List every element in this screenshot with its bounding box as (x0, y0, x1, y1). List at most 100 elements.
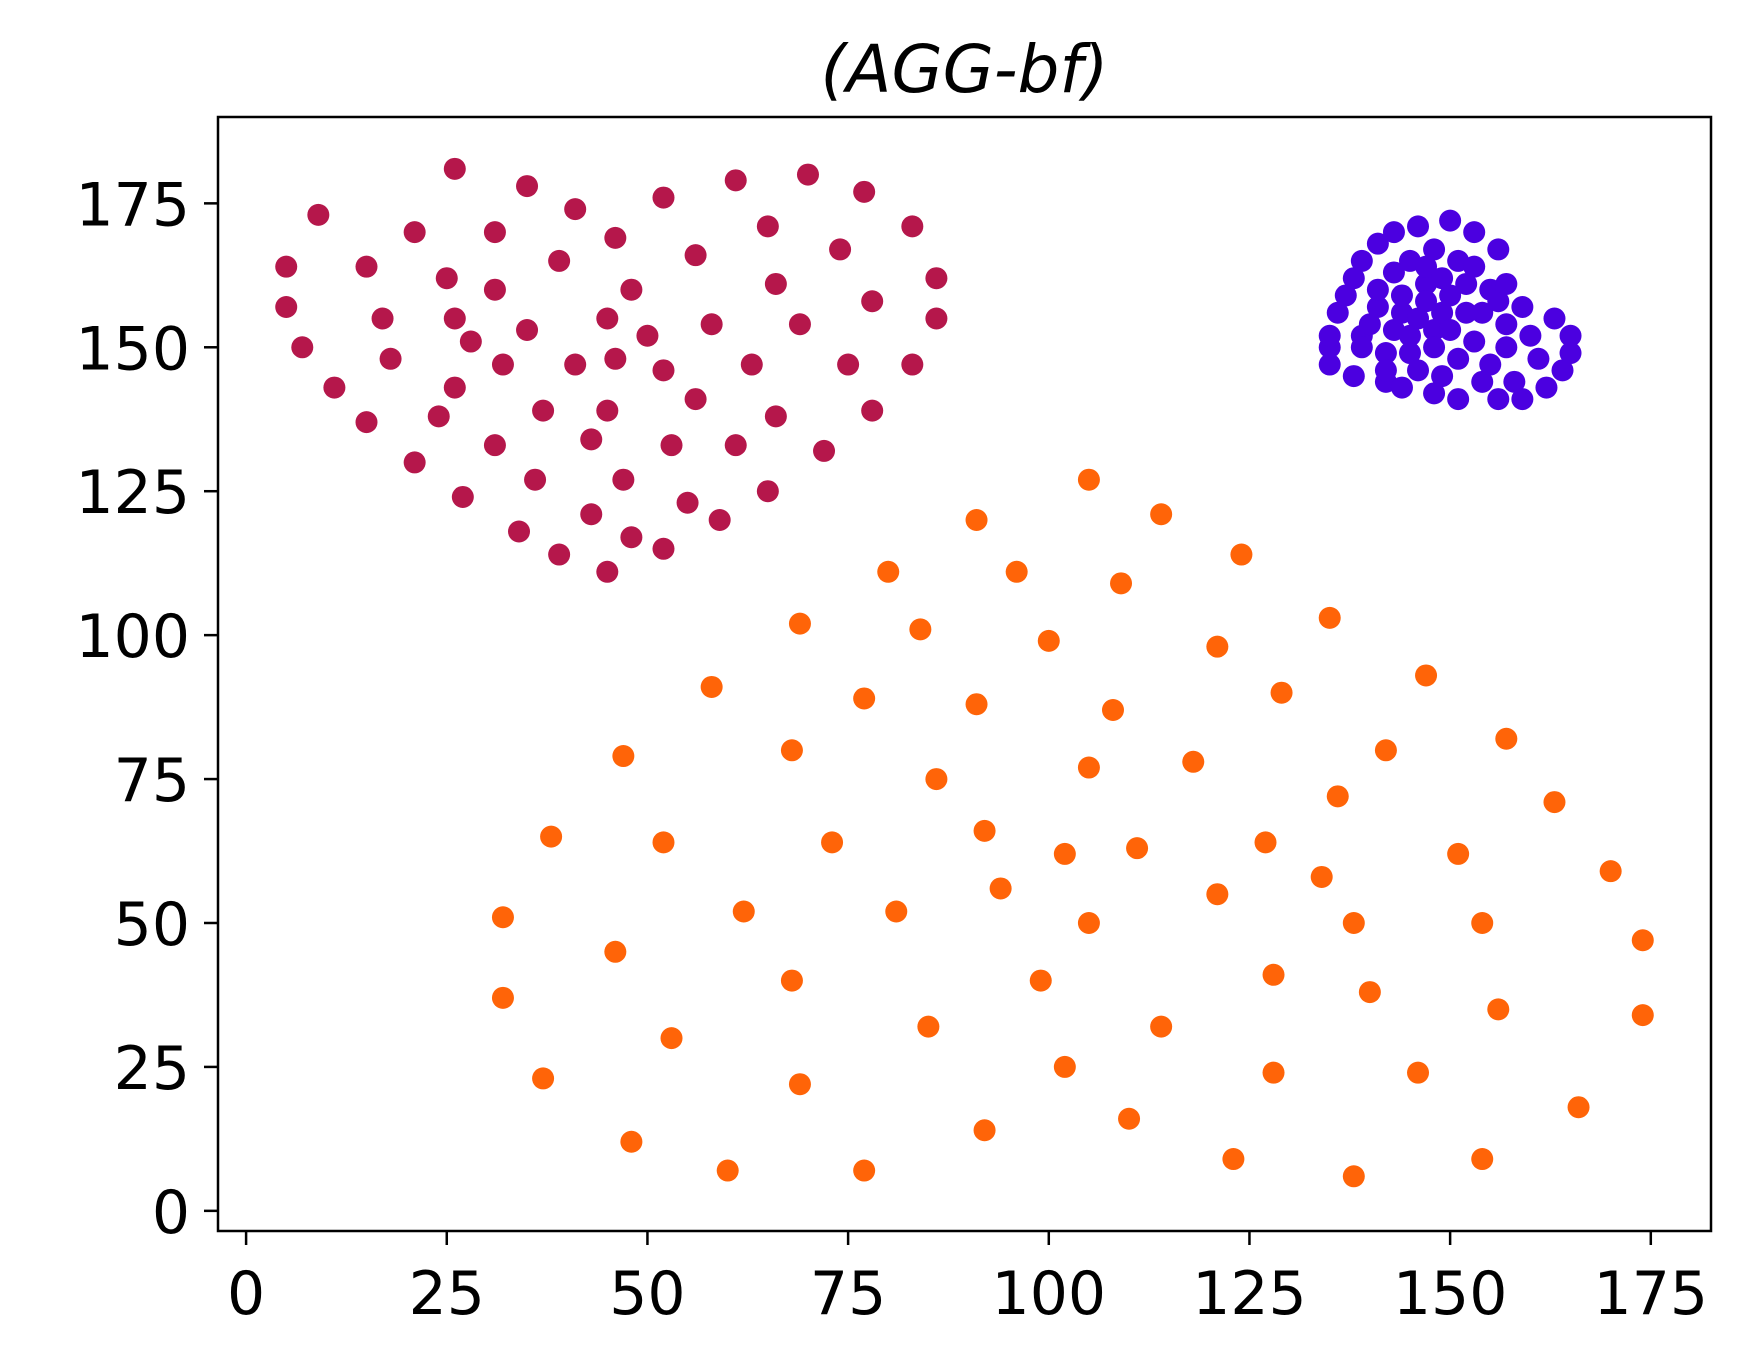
data-point (700, 313, 723, 336)
data-point (620, 278, 643, 301)
data-point (1463, 330, 1486, 353)
data-point (1334, 284, 1357, 307)
data-point (371, 307, 394, 330)
data-point (700, 675, 723, 698)
data-point (636, 324, 659, 347)
y-tick-label: 0 (152, 1178, 190, 1248)
data-point (1487, 388, 1510, 411)
data-point (652, 186, 675, 209)
data-point (965, 508, 988, 531)
data-point (1350, 249, 1373, 272)
data-point (491, 353, 514, 376)
data-point (1471, 301, 1494, 324)
y-tick-label: 50 (114, 890, 190, 960)
data-point (596, 399, 619, 422)
data-point (877, 560, 900, 583)
data-point (764, 405, 787, 428)
data-point (901, 353, 924, 376)
data-point (756, 480, 779, 503)
data-point (1270, 681, 1293, 704)
data-point (379, 347, 402, 370)
data-point (1439, 319, 1462, 342)
data-point (1455, 272, 1478, 295)
data-point (1495, 272, 1518, 295)
data-point (1342, 267, 1365, 290)
data-point (1077, 756, 1100, 779)
data-point (1511, 295, 1534, 318)
data-point (925, 768, 948, 791)
data-point (1366, 278, 1389, 301)
data-point (1559, 324, 1582, 347)
data-point (708, 508, 731, 531)
data-point (1262, 1061, 1285, 1084)
series-1 (275, 157, 948, 583)
x-tick-label: 150 (1393, 1259, 1508, 1329)
data-point (1535, 376, 1558, 399)
data-point (652, 359, 675, 382)
data-point (724, 169, 747, 192)
scatter-points (275, 157, 1654, 1188)
x-tick-label: 175 (1594, 1259, 1709, 1329)
data-point (508, 520, 531, 543)
data-point (796, 163, 819, 186)
data-point (1222, 1148, 1245, 1171)
data-point (355, 255, 378, 278)
data-point (1439, 284, 1462, 307)
data-point (1101, 698, 1124, 721)
data-point (1599, 860, 1622, 883)
data-point (989, 877, 1012, 900)
data-point (1374, 359, 1397, 382)
data-point (1318, 324, 1341, 347)
data-point (403, 221, 426, 244)
data-point (732, 900, 755, 923)
data-point (451, 485, 474, 508)
data-point (355, 411, 378, 434)
data-point (1037, 629, 1060, 652)
data-point (1206, 635, 1229, 658)
data-point (1439, 209, 1462, 232)
data-point (483, 434, 506, 457)
data-point (1503, 370, 1526, 393)
data-point (443, 157, 466, 180)
data-point (1431, 267, 1454, 290)
data-point (1447, 388, 1470, 411)
data-point (307, 203, 330, 226)
data-point (459, 330, 482, 353)
data-point (1423, 319, 1446, 342)
x-tick-label: 50 (609, 1259, 685, 1329)
data-point (604, 940, 627, 963)
data-point (1447, 347, 1470, 370)
data-point (660, 1027, 683, 1050)
data-point (780, 739, 803, 762)
data-point (1118, 1107, 1141, 1130)
data-point (917, 1015, 940, 1038)
data-point (1342, 365, 1365, 388)
data-point (652, 831, 675, 854)
data-point (1423, 382, 1446, 405)
data-point (580, 503, 603, 526)
data-point (532, 1067, 555, 1090)
data-point (1511, 388, 1534, 411)
data-point (764, 272, 787, 295)
data-point (1350, 336, 1373, 359)
data-point (861, 399, 884, 422)
data-point (1029, 969, 1052, 992)
data-point (1390, 284, 1413, 307)
data-point (1358, 313, 1381, 336)
y-tick-label: 100 (75, 602, 190, 672)
data-point (1382, 221, 1405, 244)
data-point (1254, 831, 1277, 854)
data-point (596, 307, 619, 330)
data-point (1053, 842, 1076, 865)
data-point (1471, 370, 1494, 393)
data-point (403, 451, 426, 474)
data-point (1206, 883, 1229, 906)
data-point (524, 468, 547, 491)
data-point (323, 376, 346, 399)
data-point (965, 693, 988, 716)
data-point (716, 1159, 739, 1182)
data-point (1374, 739, 1397, 762)
data-point (1230, 543, 1253, 566)
data-point (483, 221, 506, 244)
data-point (604, 347, 627, 370)
